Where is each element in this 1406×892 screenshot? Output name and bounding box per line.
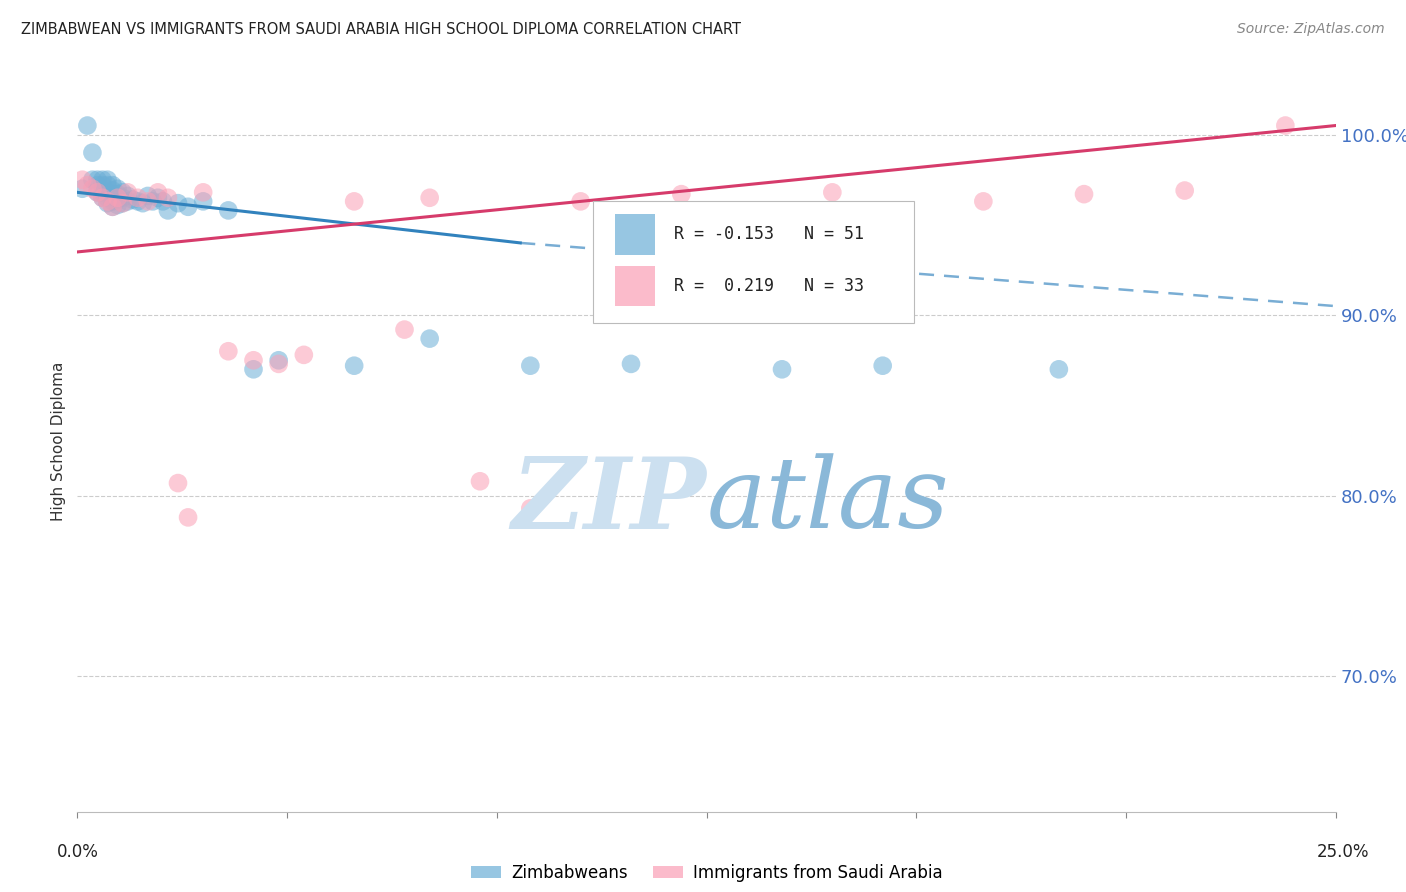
Point (343, 359, 366, 373)
Point (117, 186, 139, 200)
Point (96, 191, 118, 205)
Point (394, 322, 416, 336)
Point (86, 186, 108, 200)
Point (217, 203, 239, 218)
Point (156, 203, 179, 218)
Point (72, 182, 94, 196)
Text: Source: ZipAtlas.com: Source: ZipAtlas.com (1237, 22, 1385, 37)
Point (101, 200, 124, 214)
Point (1174, 184, 1197, 198)
Point (101, 194, 124, 209)
Point (96, 178, 118, 193)
Text: ZIMBABWEAN VS IMMIGRANTS FROM SAUDI ARABIA HIGH SCHOOL DIPLOMA CORRELATION CHART: ZIMBABWEAN VS IMMIGRANTS FROM SAUDI ARAB… (21, 22, 741, 37)
Point (117, 189, 139, 203)
Point (146, 191, 169, 205)
Point (146, 186, 169, 200)
Point (519, 501, 541, 516)
Point (132, 196, 155, 211)
Point (770, 362, 793, 376)
Point (96, 172, 118, 186)
Point (107, 193, 129, 207)
Y-axis label: High School Diploma: High School Diploma (51, 362, 66, 521)
Text: atlas: atlas (707, 453, 949, 549)
Point (191, 194, 215, 209)
Point (468, 475, 491, 489)
Point (419, 191, 441, 205)
Point (111, 196, 134, 211)
Point (91, 172, 114, 186)
Text: R =  0.219   N = 33: R = 0.219 N = 33 (673, 277, 863, 295)
Point (127, 191, 149, 205)
Point (121, 193, 143, 207)
Point (142, 194, 165, 209)
Point (519, 359, 541, 373)
Text: ZIP: ZIP (512, 452, 707, 549)
Point (101, 200, 124, 214)
Point (111, 196, 134, 211)
Point (1073, 187, 1095, 202)
Point (91, 178, 114, 193)
Point (1274, 119, 1296, 133)
Point (107, 187, 129, 202)
Point (292, 348, 315, 362)
Point (91, 186, 114, 200)
Point (167, 476, 190, 491)
Text: 25.0%: 25.0% (1316, 843, 1369, 861)
Point (152, 194, 174, 209)
Point (72, 172, 94, 186)
Point (1047, 362, 1070, 376)
FancyBboxPatch shape (614, 214, 655, 254)
Point (156, 191, 179, 205)
Point (127, 194, 149, 209)
FancyBboxPatch shape (614, 266, 655, 307)
Point (76, 178, 98, 193)
Point (267, 357, 290, 371)
Text: 0.0%: 0.0% (56, 843, 98, 861)
Point (620, 357, 643, 371)
Point (671, 187, 693, 202)
Point (419, 332, 441, 346)
Point (872, 359, 894, 373)
Point (177, 510, 200, 524)
Point (167, 196, 190, 211)
Point (91, 191, 114, 205)
Point (242, 362, 264, 376)
Point (107, 191, 129, 205)
Point (82, 172, 104, 186)
Point (82, 182, 104, 196)
Point (86, 172, 108, 186)
Point (972, 194, 994, 209)
Point (111, 191, 134, 205)
Point (76, 119, 98, 133)
FancyBboxPatch shape (593, 201, 914, 323)
Point (242, 353, 264, 368)
Point (96, 196, 118, 211)
Point (569, 194, 592, 209)
Point (101, 178, 124, 193)
Point (111, 186, 134, 200)
Point (96, 186, 118, 200)
Point (191, 186, 215, 200)
Point (86, 186, 108, 200)
Point (86, 178, 108, 193)
Legend: Zimbabweans, Immigrants from Saudi Arabia: Zimbabweans, Immigrants from Saudi Arabi… (464, 857, 949, 888)
Point (101, 184, 124, 198)
Point (101, 189, 124, 203)
Point (107, 198, 129, 212)
Point (343, 194, 366, 209)
Point (117, 194, 139, 209)
Point (82, 145, 104, 160)
Point (136, 189, 159, 203)
Point (136, 194, 159, 209)
Text: R = -0.153   N = 51: R = -0.153 N = 51 (673, 226, 863, 244)
Point (267, 353, 290, 368)
Point (177, 200, 200, 214)
Point (91, 191, 114, 205)
Point (107, 182, 129, 196)
Point (217, 344, 239, 359)
Point (821, 186, 844, 200)
Point (96, 194, 118, 209)
